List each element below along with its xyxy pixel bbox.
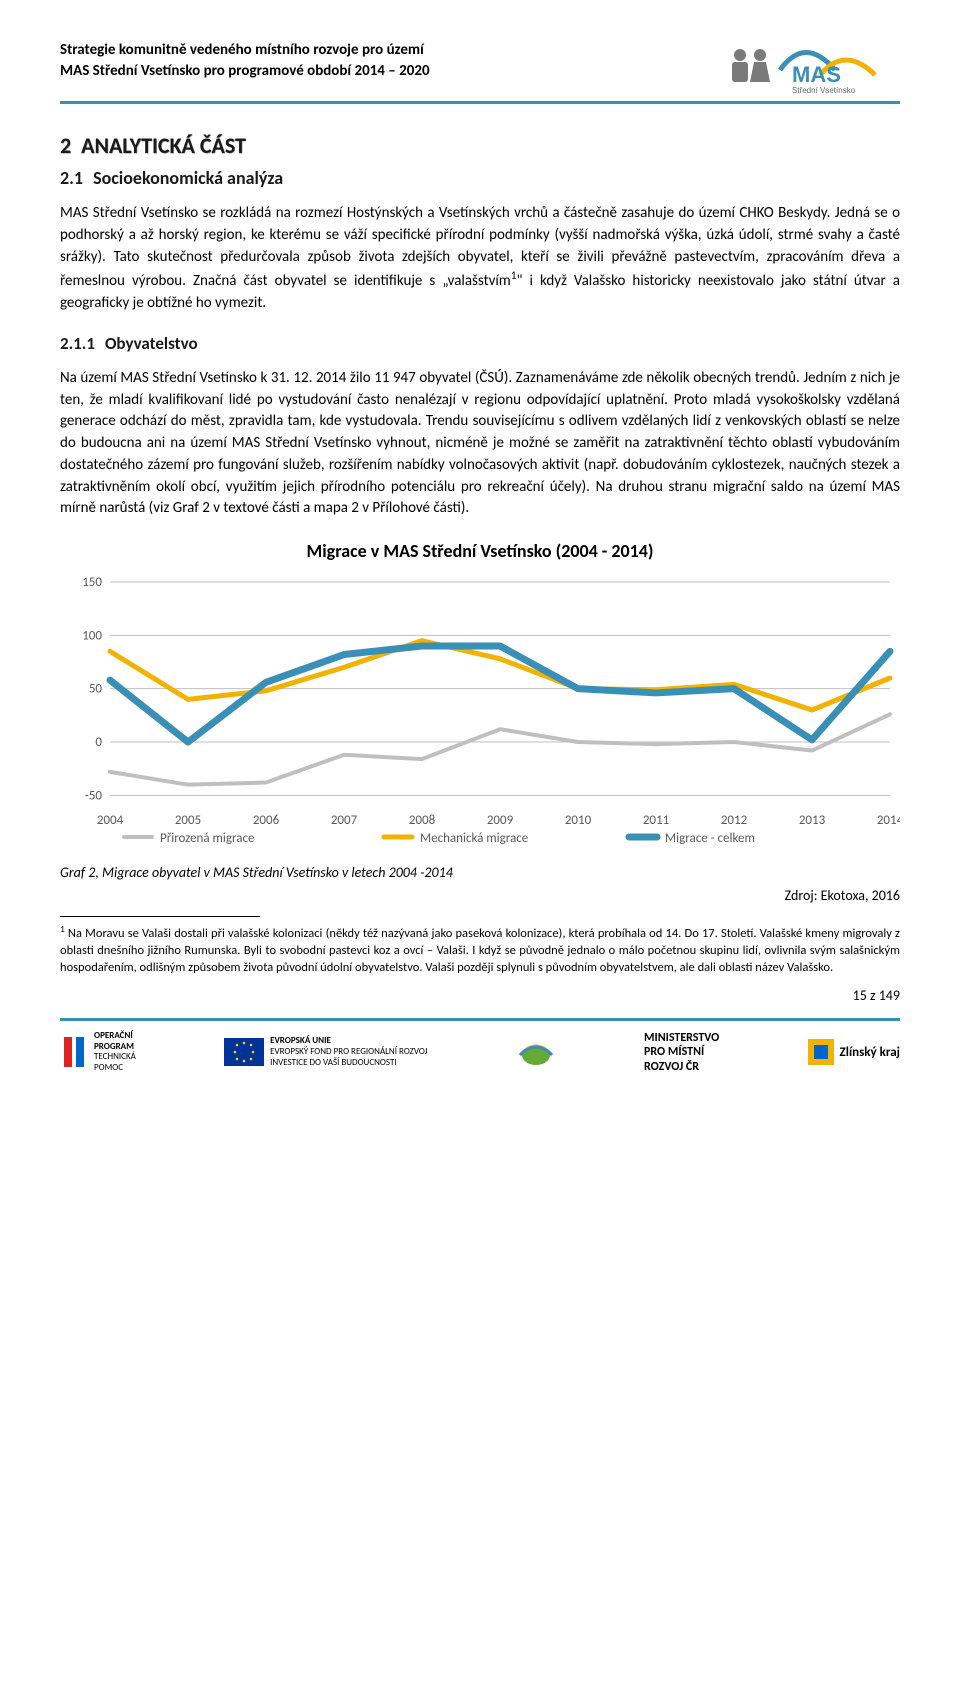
header-line2: MAS Střední Vsetínsko pro programové obd… [60, 61, 430, 82]
logo-zlkraj: Zlínský kraj [808, 1039, 900, 1065]
svg-text:2009: 2009 [487, 813, 514, 828]
paragraph-population: Na území MAS Střední Vsetínsko k 31. 12.… [60, 368, 900, 520]
footnote-1: 1 Na Moravu se Valaši dostali při valašs… [60, 923, 900, 977]
logo-optp: OPERAČNÍ PROGRAM TECHNICKÁ POMOC [60, 1031, 136, 1074]
section-number: 2 [60, 132, 71, 159]
subsection-number: 2.1 [60, 167, 83, 189]
section-title: ANALYTICKÁ ČÁST [81, 132, 246, 159]
logo-globe [516, 1035, 556, 1069]
subsubsection-number: 2.1.1 [60, 333, 95, 354]
paragraph-intro: MAS Střední Vsetínsko se rozkládá na roz… [60, 203, 900, 315]
subsection-title: Socioekonomická analýza [93, 167, 283, 189]
svg-text:2008: 2008 [409, 813, 436, 828]
migration-chart: Migrace v MAS Střední Vsetínsko (2004 - … [60, 540, 900, 852]
logo-eu: EVROPSKÁ UNIE EVROPSKÝ FOND PRO REGIONÁL… [224, 1036, 427, 1068]
svg-text:50: 50 [89, 682, 103, 697]
svg-text:0: 0 [95, 735, 102, 750]
chart-source: Zdroj: Ekotoxa, 2016 [60, 887, 900, 904]
footer-logo-bar: OPERAČNÍ PROGRAM TECHNICKÁ POMOC EVROPSK… [60, 1018, 900, 1074]
svg-text:2014: 2014 [877, 813, 900, 828]
logo-mmr: MINISTERSTVO PRO MÍSTNÍ ROZVOJ ČR [644, 1031, 719, 1074]
section-heading: 2 ANALYTICKÁ ČÁST [60, 132, 900, 159]
svg-text:2007: 2007 [331, 813, 358, 828]
svg-text:-50: -50 [85, 788, 103, 803]
svg-text:2012: 2012 [721, 813, 748, 828]
svg-text:2010: 2010 [565, 813, 592, 828]
svg-text:100: 100 [82, 628, 102, 643]
svg-text:2011: 2011 [643, 813, 669, 828]
subsubsection-heading: 2.1.1 Obyvatelstvo [60, 333, 900, 354]
chart-canvas: -50 0 50 100 150 2004 2005 2006 2007 2008 2009 2010… [60, 572, 900, 852]
page-number: 15 z 149 [60, 987, 900, 1004]
svg-text:2006: 2006 [253, 813, 280, 828]
svg-text:2013: 2013 [799, 813, 826, 828]
mas-logo: MAS Střední Vsetínsko [720, 40, 900, 95]
chart-title: Migrace v MAS Střední Vsetínsko (2004 - … [60, 540, 900, 562]
page-header: Strategie komunitně vedeného místního ro… [60, 40, 900, 104]
svg-text:Střední Vsetínsko: Střední Vsetínsko [792, 86, 856, 95]
header-title-block: Strategie komunitně vedeného místního ro… [60, 40, 430, 82]
svg-text:2005: 2005 [175, 813, 201, 828]
svg-text:150: 150 [82, 575, 102, 590]
svg-text:MAS: MAS [792, 62, 841, 87]
header-line1: Strategie komunitně vedeného místního ro… [60, 40, 430, 61]
svg-text:Mechanická migrace: Mechanická migrace [420, 831, 528, 846]
svg-text:2004: 2004 [97, 813, 124, 828]
subsubsection-title: Obyvatelstvo [105, 333, 198, 354]
svg-text:Migrace - celkem: Migrace - celkem [665, 831, 755, 846]
subsection-heading: 2.1 Socioekonomická analýza [60, 167, 900, 189]
chart-caption: Graf 2, Migrace obyvatel v MAS Střední V… [60, 864, 900, 881]
footnote-separator [60, 916, 260, 917]
svg-text:Přirozená migrace: Přirozená migrace [160, 831, 255, 846]
